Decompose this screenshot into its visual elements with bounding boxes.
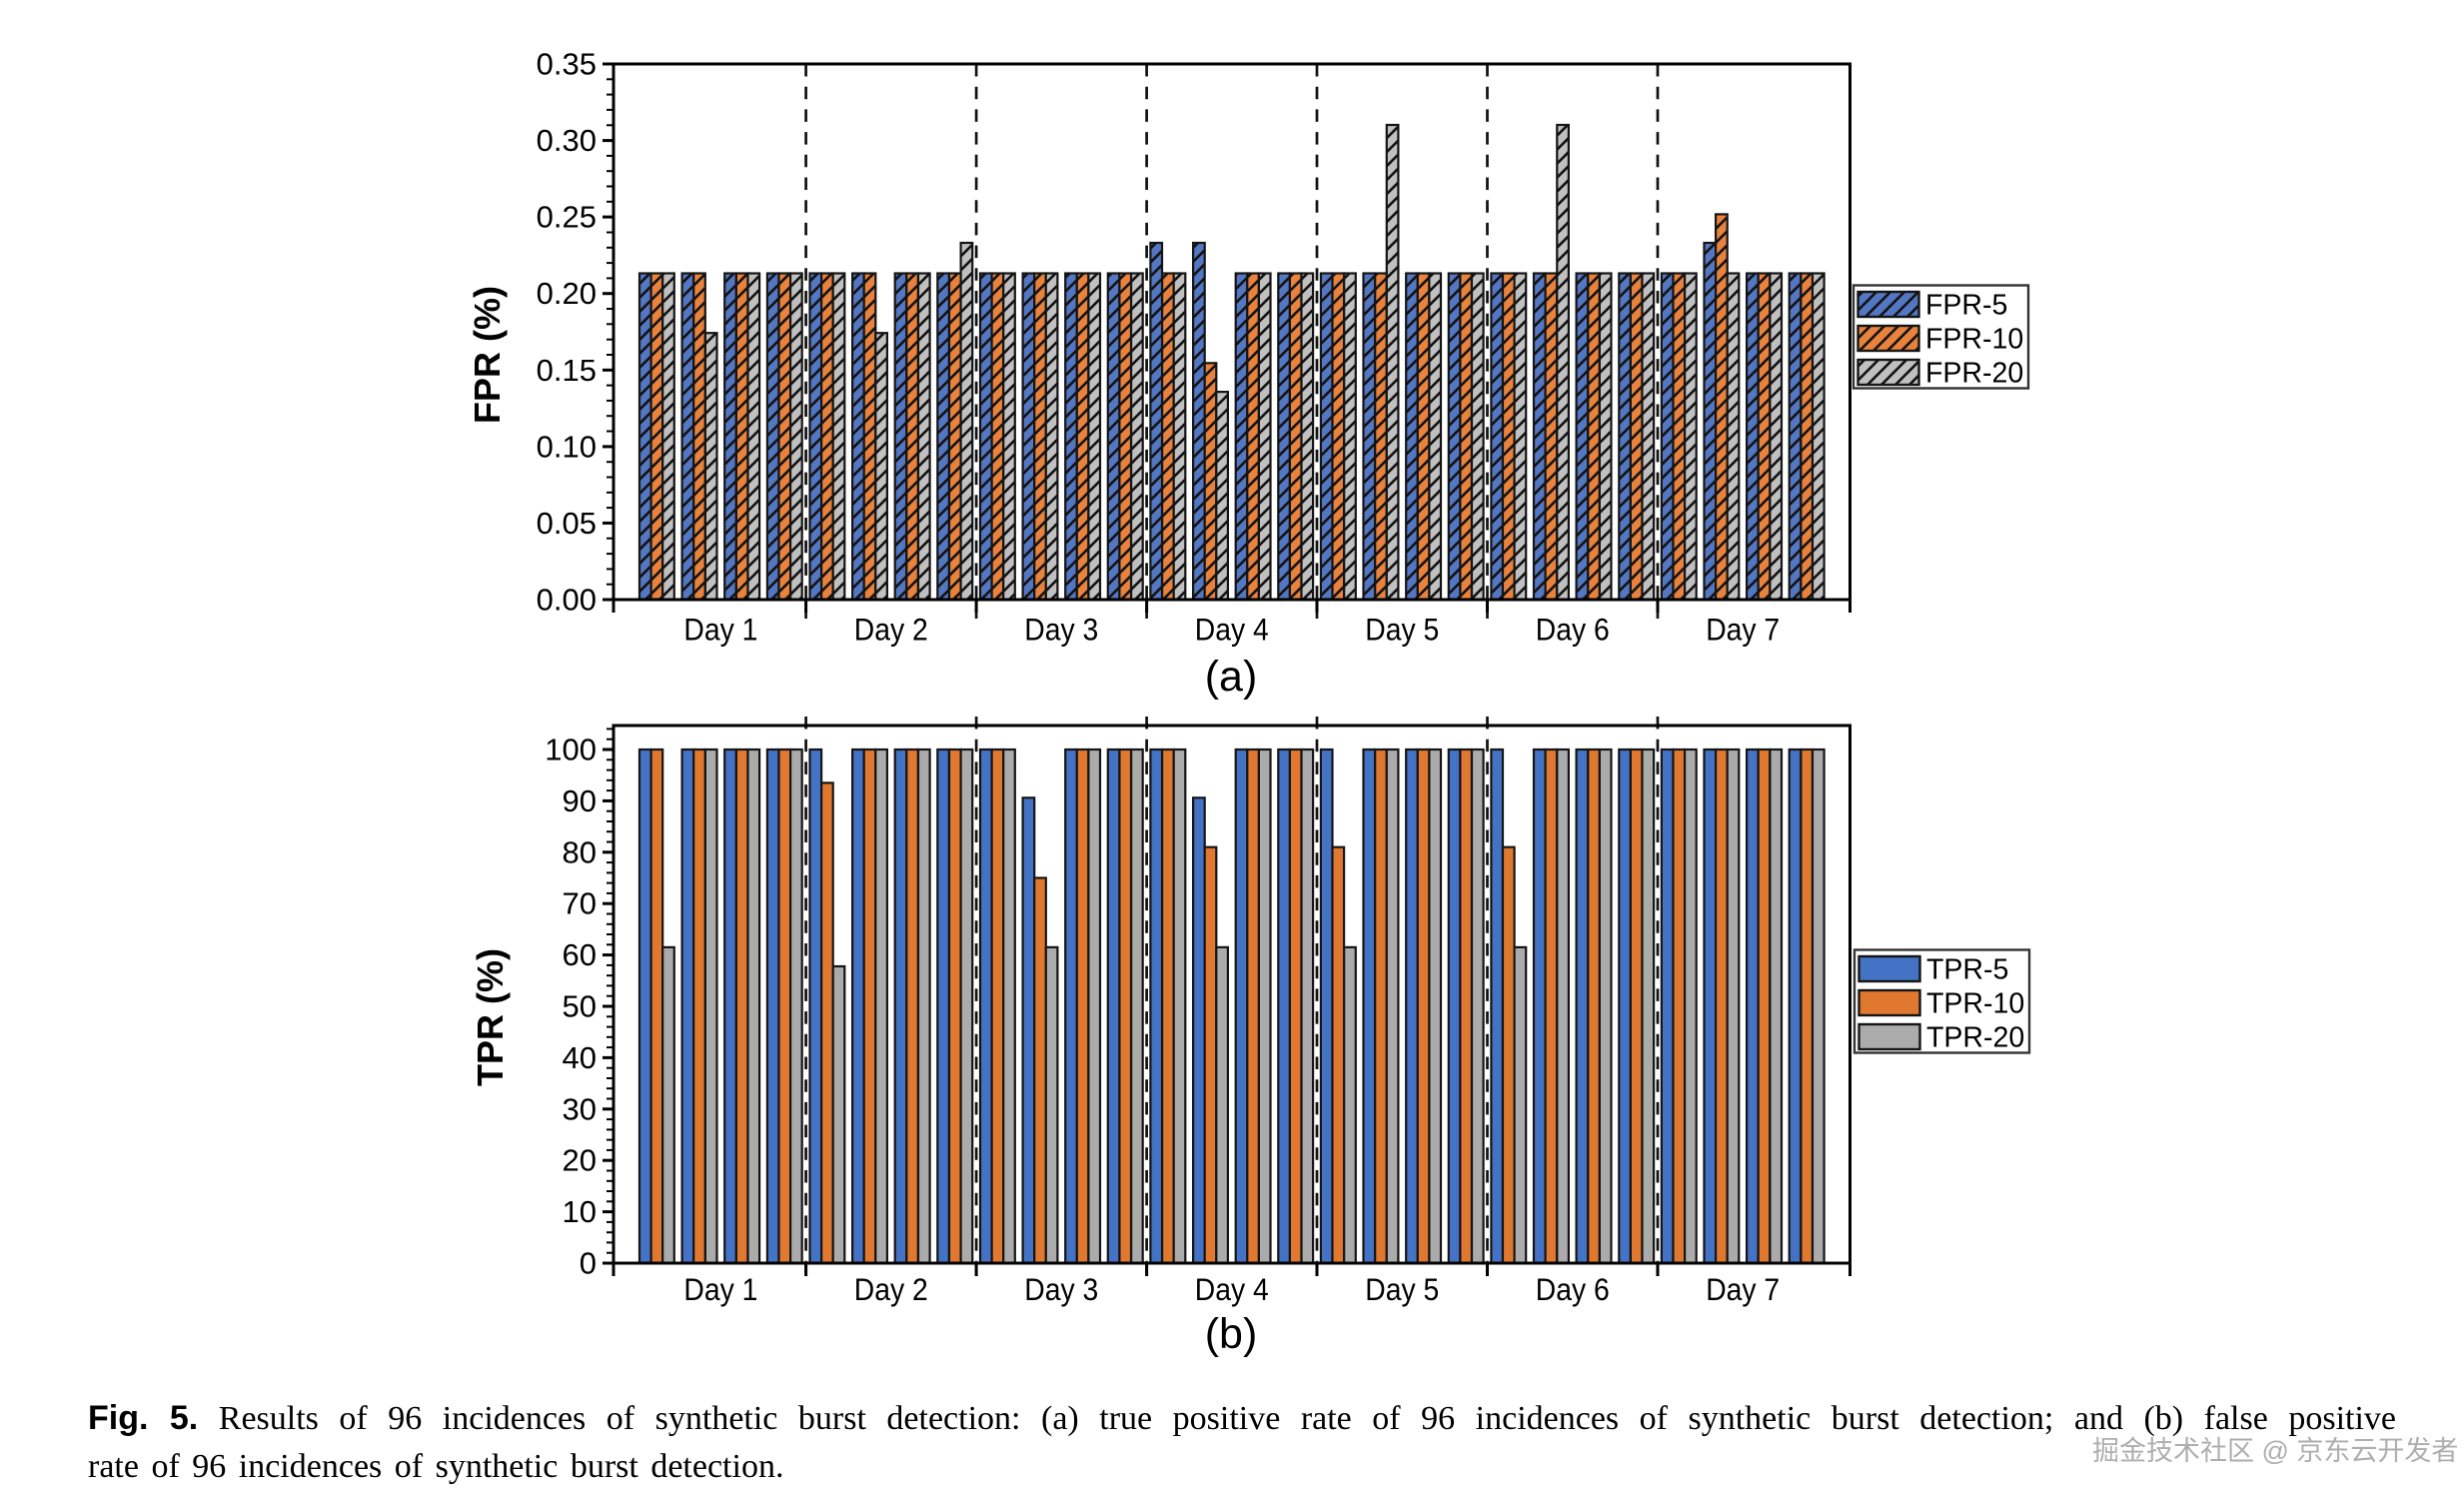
svg-text:0.10: 0.10 (537, 429, 597, 464)
svg-text:80: 80 (563, 834, 597, 869)
svg-text:0.05: 0.05 (537, 506, 597, 541)
svg-text:(a): (a) (1205, 653, 1258, 701)
svg-text:40: 40 (563, 1040, 597, 1075)
svg-text:TPR-5: TPR-5 (1926, 954, 2008, 986)
svg-text:0.20: 0.20 (537, 276, 597, 311)
svg-text:Day 7: Day 7 (1706, 612, 1780, 648)
svg-text:TPR (%): TPR (%) (470, 948, 511, 1086)
svg-text:Day 4: Day 4 (1195, 612, 1269, 648)
svg-text:TPR-10: TPR-10 (1926, 988, 2024, 1020)
svg-text:Day 7: Day 7 (1706, 1271, 1780, 1307)
svg-text:0.15: 0.15 (537, 353, 597, 388)
svg-text:10: 10 (563, 1194, 597, 1229)
svg-text:0.25: 0.25 (537, 200, 597, 235)
svg-text:0: 0 (580, 1246, 597, 1281)
svg-text:60: 60 (563, 937, 597, 972)
svg-text:Day 6: Day 6 (1536, 1271, 1610, 1307)
svg-text:Day 4: Day 4 (1195, 1271, 1269, 1307)
svg-text:Day 1: Day 1 (683, 1271, 757, 1307)
svg-text:30: 30 (563, 1091, 597, 1126)
svg-text:Day 3: Day 3 (1024, 612, 1098, 648)
svg-text:FPR (%): FPR (%) (467, 286, 508, 424)
svg-text:0.00: 0.00 (537, 583, 597, 618)
svg-text:Day 2: Day 2 (854, 612, 928, 648)
svg-text:TPR-20: TPR-20 (1926, 1022, 2024, 1054)
svg-text:(b): (b) (1205, 1310, 1258, 1358)
svg-text:FPR-10: FPR-10 (1925, 324, 2023, 356)
svg-text:Day 6: Day 6 (1536, 612, 1610, 648)
svg-text:70: 70 (563, 886, 597, 921)
svg-text:90: 90 (563, 783, 597, 818)
svg-text:Day 5: Day 5 (1365, 612, 1439, 648)
svg-text:20: 20 (563, 1143, 597, 1178)
svg-text:Day 1: Day 1 (683, 612, 757, 648)
svg-text:0.30: 0.30 (537, 123, 597, 158)
svg-text:50: 50 (563, 989, 597, 1024)
svg-text:Day 2: Day 2 (854, 1271, 928, 1307)
svg-text:FPR-5: FPR-5 (1925, 290, 2007, 322)
svg-text:FPR-20: FPR-20 (1925, 358, 2023, 390)
svg-text:Day 5: Day 5 (1365, 1271, 1439, 1307)
svg-text:Day 3: Day 3 (1024, 1271, 1098, 1307)
svg-text:0.35: 0.35 (537, 47, 597, 82)
svg-text:100: 100 (545, 733, 597, 767)
